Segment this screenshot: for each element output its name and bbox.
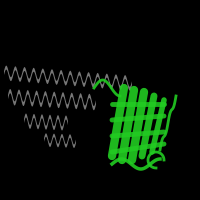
Polygon shape xyxy=(24,114,68,130)
Polygon shape xyxy=(4,66,132,91)
Polygon shape xyxy=(8,89,96,110)
Polygon shape xyxy=(44,133,76,148)
